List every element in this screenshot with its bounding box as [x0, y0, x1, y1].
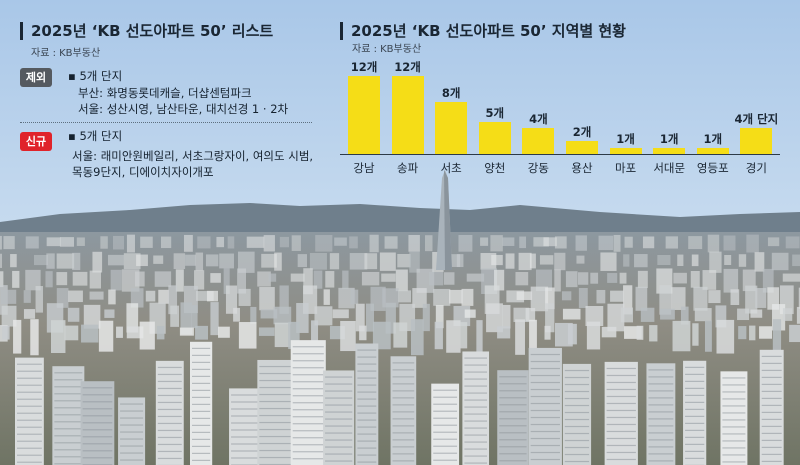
bar-value-label: 1개 [616, 131, 635, 146]
category-label: 강남 [353, 161, 375, 175]
removed-seoul: 서울: 성산시영, 남산타운, 대치선경 1 · 2차 [78, 102, 289, 116]
divider [20, 122, 312, 123]
category-label: 영등포 [696, 161, 729, 175]
category-label: 서대문 [653, 161, 686, 175]
bar-7 [653, 147, 686, 154]
lotte-world-tower [436, 170, 452, 270]
removed-count: ▪ 5개 단지 [68, 69, 123, 83]
bar-value-label: 1개 [703, 131, 723, 146]
bar-5 [566, 141, 598, 154]
bar-4 [522, 128, 555, 154]
category-label: 강동 [527, 161, 549, 175]
category-label: 송파 [397, 161, 419, 175]
chart-source: 자료 : KB부동산 [352, 44, 422, 55]
category-label: 양천 [484, 161, 506, 175]
bar-value-label: 12개 [394, 60, 421, 74]
removed-busan: 부산: 화명동롯데캐슬, 더샵센텀파크 [78, 86, 252, 100]
added-seoul-1: 서울: 래미안원베일리, 서초그랑자이, 여의도 시범, [72, 149, 314, 163]
chart-baseline [340, 154, 780, 155]
bar-0 [348, 76, 380, 154]
added-seoul-2: 목동9단지, 디에이치자이개포 [72, 165, 214, 179]
chart-title: 2025년 ‘KB 선도아파트 50’ 지역별 현황 [340, 22, 626, 40]
bar-value-label: 2개 [572, 125, 592, 139]
left-panel-title: 2025년 ‘KB 선도아파트 50’ 리스트 [20, 22, 273, 40]
bar-value-label: 5개 [485, 105, 505, 120]
bar-value-label: 4개 [529, 112, 548, 126]
bar-8 [696, 147, 729, 154]
bar-value-label: 1개 [659, 131, 679, 146]
left-panel-source: 자료 : KB부동산 [31, 48, 101, 59]
category-label: 마포 [615, 161, 637, 175]
bar-1 [391, 76, 424, 154]
bar-2 [435, 102, 468, 154]
bar-value-label: 8개 [441, 86, 461, 100]
category-label: 서초 [440, 161, 462, 175]
added-tag: 신규 [20, 132, 52, 151]
bar-value-label: 4개 단지 [734, 112, 779, 126]
added-count: ▪ 5개 단지 [68, 129, 123, 143]
bar-value-label: 12개 [350, 60, 378, 74]
category-label: 용산 [571, 161, 593, 175]
bar-6 [609, 147, 642, 154]
removed-tag: 제외 [20, 68, 52, 87]
bar-9 [740, 128, 773, 154]
bar-3 [478, 121, 511, 154]
category-label: 경기 [745, 161, 767, 175]
